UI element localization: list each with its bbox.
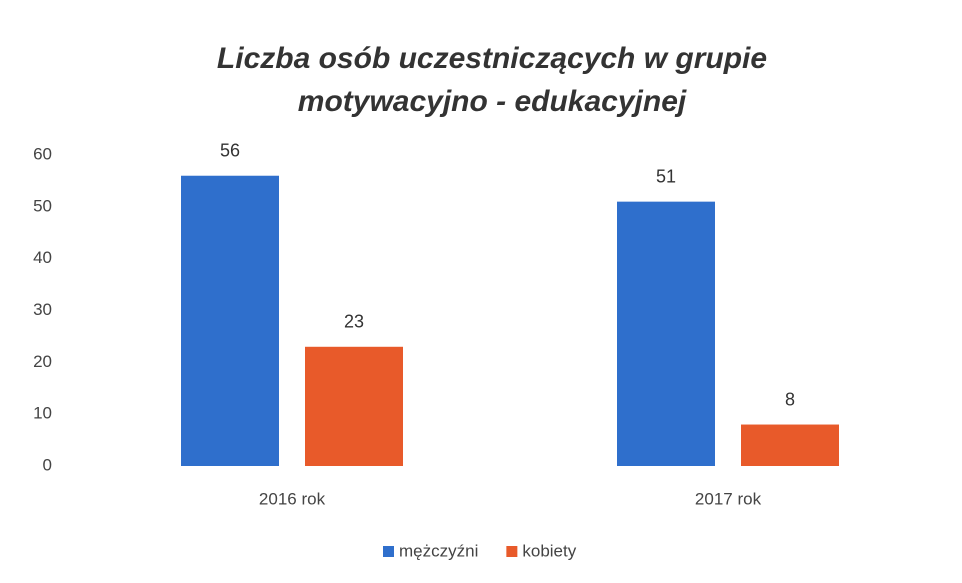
chart-title: motywacyjno - edukacyjnej	[298, 85, 687, 118]
bar	[305, 346, 403, 466]
x-tick-label: 2017 rok	[695, 489, 762, 508]
y-tick-label: 20	[33, 352, 52, 371]
x-tick-label: 2016 rok	[259, 489, 326, 508]
y-tick-label: 50	[33, 196, 52, 215]
legend-label: mężczyźni	[399, 541, 478, 560]
legend-label: kobiety	[522, 541, 576, 560]
value-label: 56	[220, 140, 240, 160]
value-label: 8	[785, 389, 795, 409]
legend-swatch	[506, 546, 518, 557]
y-tick-label: 40	[33, 248, 52, 267]
bar	[181, 175, 279, 466]
value-label: 23	[344, 312, 364, 332]
chart-title: Liczba osób uczestniczących w grupie	[217, 42, 767, 75]
bar	[741, 424, 839, 466]
y-tick-label: 60	[33, 144, 52, 163]
legend-swatch	[383, 546, 394, 557]
y-tick-label: 30	[33, 300, 52, 319]
y-tick-label: 10	[33, 404, 52, 423]
y-tick-label: 0	[43, 455, 52, 474]
value-label: 51	[656, 166, 676, 186]
bar	[617, 201, 715, 466]
